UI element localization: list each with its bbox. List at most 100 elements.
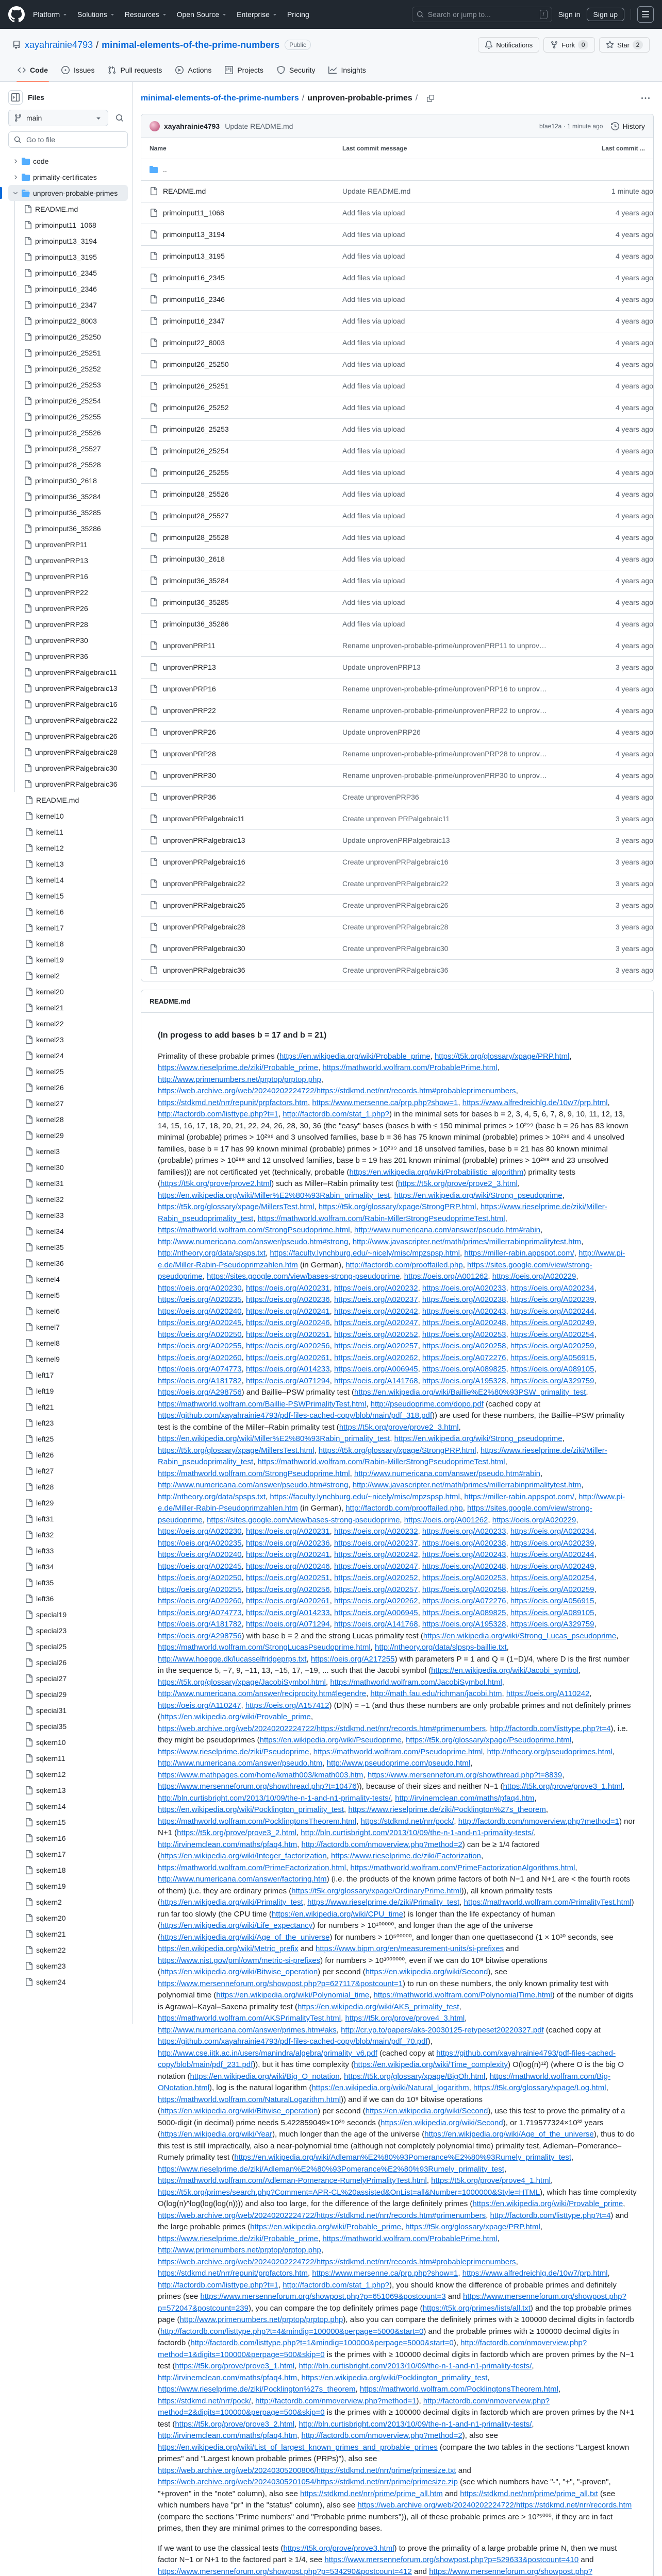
readme-link[interactable]: https://oeis.org/A217255 xyxy=(310,1654,395,1664)
file-link[interactable]: primoinput13_3195 xyxy=(163,252,225,260)
readme-link[interactable]: https://oeis.org/A020238 xyxy=(422,1295,506,1304)
tree-item-primoinput26_25251[interactable]: primoinput26_25251 xyxy=(8,345,128,361)
readme-link[interactable]: https://en.wikipedia.org/wiki/Pocklingto… xyxy=(301,2373,488,2382)
readme-link[interactable]: https://mathworld.wolfram.com/StrongPseu… xyxy=(158,1226,350,1234)
readme-link[interactable]: https://en.wikipedia.org/wiki/Life_expec… xyxy=(160,1921,313,1930)
file-link[interactable]: primoinput26_25251 xyxy=(163,382,229,390)
tree-item-sqkern23[interactable]: sqkern23 xyxy=(8,1958,128,1974)
readme-link[interactable]: https://oeis.org/A020239 xyxy=(510,1295,594,1304)
readme-link[interactable]: https://oeis.org/A020256 xyxy=(245,1585,330,1594)
tree-item-primoinput22_8003[interactable]: primoinput22_8003 xyxy=(8,313,128,329)
readme-link[interactable]: https://www.rieselprime.de/ziki/Miller-R… xyxy=(158,1446,607,1467)
breadcrumb-repo-link[interactable]: minimal-elements-of-the-prime-numbers xyxy=(141,94,299,103)
readme-link[interactable]: https://stdkmd.net/nrr/repunit/prpfactor… xyxy=(158,1098,308,1107)
history-link[interactable]: History xyxy=(611,122,645,130)
commit-message-link[interactable]: Create unprovenPRPalgebraic22 xyxy=(342,879,449,888)
commit-message-link[interactable]: Rename unproven-probable-prime/unprovenP… xyxy=(342,641,547,650)
readme-link[interactable]: https://oeis.org/A020258 xyxy=(422,1585,506,1594)
readme-link[interactable]: https://oeis.org/A072276 xyxy=(422,1597,506,1605)
readme-link[interactable]: http://www.numericana.com/answer/pseudo.… xyxy=(354,1226,541,1234)
readme-link[interactable]: https://oeis.org/A020244 xyxy=(510,1550,594,1559)
file-link[interactable]: unprovenPRPalgebraic36 xyxy=(163,966,245,974)
readme-link[interactable]: https://oeis.org/A071294 xyxy=(245,1376,330,1385)
go-to-file-input[interactable] xyxy=(25,135,103,144)
readme-link[interactable]: https://en.wikipedia.org/wiki/Age_of_the… xyxy=(160,1933,330,1942)
readme-link[interactable]: https://mathworld.wolfram.com/Pocklingto… xyxy=(359,2385,558,2394)
readme-link[interactable]: https://oeis.org/A020250 xyxy=(158,1330,242,1339)
github-logo-icon[interactable] xyxy=(8,6,25,23)
readme-link[interactable]: https://t5k.org/prove/prove2.html xyxy=(160,1179,272,1188)
nav-item-pricing[interactable]: Pricing xyxy=(287,10,309,19)
readme-link[interactable]: https://oeis.org/A074773 xyxy=(158,1608,242,1617)
file-link[interactable]: unprovenPRPalgebraic26 xyxy=(163,901,245,909)
nav-item-enterprise[interactable]: Enterprise xyxy=(237,10,278,19)
tree-item-kernel26[interactable]: kernel26 xyxy=(8,1079,128,1095)
readme-link[interactable]: https://www.rieselprime.de/ziki/Primalit… xyxy=(307,1898,460,1907)
tree-item-left33[interactable]: left33 xyxy=(8,1543,128,1558)
readme-link[interactable]: http://factordb.com/nmoverview.php?metho… xyxy=(158,2338,587,2359)
readme-link[interactable]: https://faculty.lynchburg.edu/~nicely/mi… xyxy=(270,1249,460,1258)
readme-link[interactable]: https://www.mersenneforum.org/showpost.p… xyxy=(324,2555,579,2564)
readme-link[interactable]: https://oeis.org/A020246 xyxy=(245,1318,330,1327)
readme-link[interactable]: https://mathworld.wolfram.com/NaturalLog… xyxy=(158,2095,341,2104)
readme-link[interactable]: https://oeis.org/A020255 xyxy=(158,1585,242,1594)
tree-item-sqkern12[interactable]: sqkern12 xyxy=(8,1766,128,1782)
readme-link[interactable]: https://www.rieselprime.de/ziki/Factoriz… xyxy=(331,1852,481,1860)
repo-name-link[interactable]: minimal-elements-of-the-prime-numbers xyxy=(102,39,280,50)
readme-link[interactable]: https://mathworld.wolfram.com/PrimeFacto… xyxy=(158,1863,346,1872)
readme-link[interactable]: https://en.wikipedia.org/wiki/Age_of_the… xyxy=(424,2130,594,2139)
readme-link[interactable]: https://oeis.org/A020245 xyxy=(158,1318,242,1327)
file-link[interactable]: primoinput26_25253 xyxy=(163,425,229,433)
tree-item-kernel9[interactable]: kernel9 xyxy=(8,1351,128,1367)
readme-link[interactable]: http://www.primenumbers.net/prptop/prpto… xyxy=(179,2315,343,2324)
tree-item-kernel2[interactable]: kernel2 xyxy=(8,968,128,984)
commit-message-link[interactable]: Update README.md xyxy=(225,122,293,130)
readme-link[interactable]: https://oeis.org/A020237 xyxy=(334,1295,418,1304)
file-link[interactable]: unprovenPRP36 xyxy=(163,793,216,801)
readme-link[interactable]: https://t5k.org/primes/search.php?Commen… xyxy=(158,2188,540,2197)
fork-button[interactable]: Fork 0 xyxy=(543,37,595,53)
readme-link[interactable]: https://t5k.org/glossary/xpage/OrdinaryP… xyxy=(291,1886,461,1895)
tree-item-kernel17[interactable]: kernel17 xyxy=(8,920,128,936)
tree-item-sqkern24[interactable]: sqkern24 xyxy=(8,1974,128,1990)
tree-item-kernel28[interactable]: kernel28 xyxy=(8,1111,128,1127)
tree-item-sqkern14[interactable]: sqkern14 xyxy=(8,1798,128,1814)
readme-link[interactable]: http://factordb.com/nmoverview.php?metho… xyxy=(301,2431,462,2440)
tree-item-left36[interactable]: left36 xyxy=(8,1590,128,1606)
readme-link[interactable]: https://en.wikipedia.org/wiki/Year xyxy=(160,2130,273,2139)
readme-link[interactable]: https://oeis.org/A020262 xyxy=(334,1353,418,1362)
readme-link[interactable]: https://sites.google.com/view/bases-stro… xyxy=(207,1515,400,1524)
readme-link[interactable]: https://t5k.org/prove/prove2_3.html xyxy=(398,1179,518,1188)
readme-link[interactable]: http://www.primenumbers.net/prptop/prpto… xyxy=(158,2246,321,2255)
global-search-input[interactable]: Search or jump to... / xyxy=(411,7,552,22)
collapse-sidebar-button[interactable] xyxy=(8,90,23,105)
readme-link[interactable]: https://t5k.org/prove/prove3_2.html xyxy=(175,2419,295,2429)
readme-link[interactable]: https://oeis.org/A006945 xyxy=(334,1608,418,1617)
readme-link[interactable]: https://sites.google.com/view/strong-pse… xyxy=(158,1504,592,1524)
readme-link[interactable]: https://t5k.org/prove/prove3_1.html xyxy=(175,2362,295,2370)
file-link[interactable]: primoinput16_2345 xyxy=(163,274,225,282)
file-link[interactable]: primoinput11_1068 xyxy=(163,209,224,217)
readme-link[interactable]: https://www.mersenneforum.org/showthread… xyxy=(367,1770,562,1780)
commit-message-link[interactable]: Add files via upload xyxy=(342,555,405,563)
tree-item-unprovenPRP22[interactable]: unprovenPRP22 xyxy=(8,584,128,600)
readme-link[interactable]: https://oeis.org/A020243 xyxy=(422,1550,506,1559)
readme-link[interactable]: https://oeis.org/A020253 xyxy=(422,1330,506,1339)
readme-link[interactable]: http://irvinemclean.com/maths/pfaq4.htm xyxy=(158,1840,297,1849)
readme-link[interactable]: http://ntheory.org/data/spsps.txt xyxy=(158,1492,266,1501)
readme-link[interactable]: https://oeis.org/A020234 xyxy=(510,1527,594,1536)
readme-link[interactable]: https://oeis.org/A056915 xyxy=(510,1597,594,1605)
commit-message-link[interactable]: Add files via upload xyxy=(342,230,405,239)
commit-message-link[interactable]: Create unprovenPRPalgebraic16 xyxy=(342,858,449,866)
readme-link[interactable]: https://oeis.org/A110247 xyxy=(158,1701,241,1710)
tree-item-special31[interactable]: special31 xyxy=(8,1702,128,1718)
readme-link[interactable]: http://irvinemclean.com/maths/pfaq4.htm xyxy=(395,1793,535,1803)
readme-link[interactable]: https://en.wikipedia.org/wiki/Polynomial… xyxy=(216,1991,370,1999)
readme-link[interactable]: https://en.wikipedia.org/wiki/AKS_primal… xyxy=(297,2002,459,2011)
readme-link[interactable]: https://t5k.org/prove/prove4_1.html xyxy=(431,2176,551,2185)
readme-link[interactable]: http://factordb.com/nmoverview.php?metho… xyxy=(255,2396,417,2405)
tree-item-sqkern16[interactable]: sqkern16 xyxy=(8,1830,128,1846)
tree-item-left29[interactable]: left29 xyxy=(8,1495,128,1511)
nav-item-solutions[interactable]: Solutions xyxy=(77,10,115,19)
repo-owner-link[interactable]: xayahrainie4793 xyxy=(25,39,93,50)
